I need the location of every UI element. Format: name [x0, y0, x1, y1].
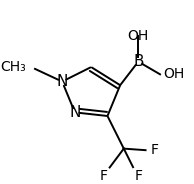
Text: F: F — [151, 144, 159, 158]
Text: F: F — [134, 169, 142, 183]
Text: F: F — [100, 169, 108, 183]
Text: B: B — [133, 54, 144, 69]
Text: N: N — [56, 74, 68, 89]
Text: N: N — [69, 105, 81, 120]
Text: OH: OH — [128, 29, 149, 43]
Text: CH₃: CH₃ — [0, 60, 26, 74]
Text: OH: OH — [164, 67, 185, 81]
